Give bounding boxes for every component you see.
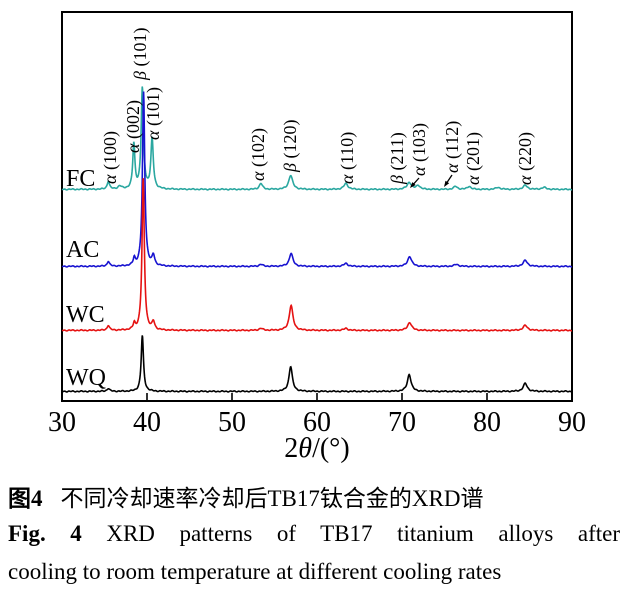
peak-label-beta-101: β (101) (130, 28, 151, 81)
series-label-fc: FC (66, 166, 95, 192)
caption-english-text1: XRD patterns of TB17 titanium alloys aft… (106, 521, 620, 546)
x-axis-title: 2θ/(°) (284, 433, 349, 464)
x-tick-50: 50 (218, 407, 246, 438)
peak-label-beta-120: β (120) (280, 120, 301, 173)
xrd-curves (61, 86, 573, 393)
peak-label-alpha-201: α (201) (463, 132, 484, 185)
x-tick-30: 30 (48, 407, 76, 438)
xrd-curve-wq (61, 335, 573, 393)
caption-chinese-label: 图4 (8, 486, 43, 511)
caption-english-text2: cooling to room temperature at different… (8, 559, 502, 584)
peak-label-alpha-101: α (101) (143, 87, 164, 140)
caption-english-line1: Fig. 4 XRD patterns of TB17 titanium all… (8, 521, 620, 547)
annotation-arrow-head (444, 180, 450, 187)
x-tick-70: 70 (388, 407, 416, 438)
series-label-ac: AC (66, 237, 99, 263)
xrd-curve-ac (61, 91, 573, 268)
xrd-curve-wc (61, 178, 573, 332)
x-tick-60: 60 (303, 407, 331, 438)
series-label-wc: WC (66, 302, 105, 328)
peak-label-alpha-110: α (110) (337, 132, 358, 184)
annotation-arrows (410, 174, 453, 188)
peak-label-alpha-103: α (103) (409, 123, 430, 176)
annotation-arrow-head (410, 182, 416, 188)
peak-label-alpha-100: α (100) (100, 131, 121, 184)
peak-label-alpha-220: α (220) (515, 132, 536, 185)
peak-label-beta-211: β (211) (387, 132, 408, 185)
caption-chinese: 图4 不同冷却速率冷却后TB17钛合金的XRD谱 (8, 479, 620, 513)
xrd-plot: FC AC WC WQ α (100) α (002) β (101) α (1… (48, 11, 586, 464)
plot-border (61, 11, 573, 402)
caption-figure-label: Fig. 4 (8, 521, 82, 546)
peak-label-alpha-002: α (002) (123, 100, 144, 153)
caption-english-line2: cooling to room temperature at different… (8, 559, 620, 585)
x-axis-ticks (146, 393, 488, 400)
series-label-wq: WQ (66, 365, 106, 391)
peak-label-alpha-112: α (112) (442, 121, 463, 173)
x-tick-80: 80 (473, 407, 501, 438)
peak-label-alpha-102: α (102) (248, 128, 269, 181)
x-tick-90: 90 (558, 407, 586, 438)
x-tick-40: 40 (133, 407, 161, 438)
caption-chinese-text: 不同冷却速率冷却后TB17钛合金的XRD谱 (60, 486, 484, 511)
xrd-curve-fc (61, 86, 573, 191)
